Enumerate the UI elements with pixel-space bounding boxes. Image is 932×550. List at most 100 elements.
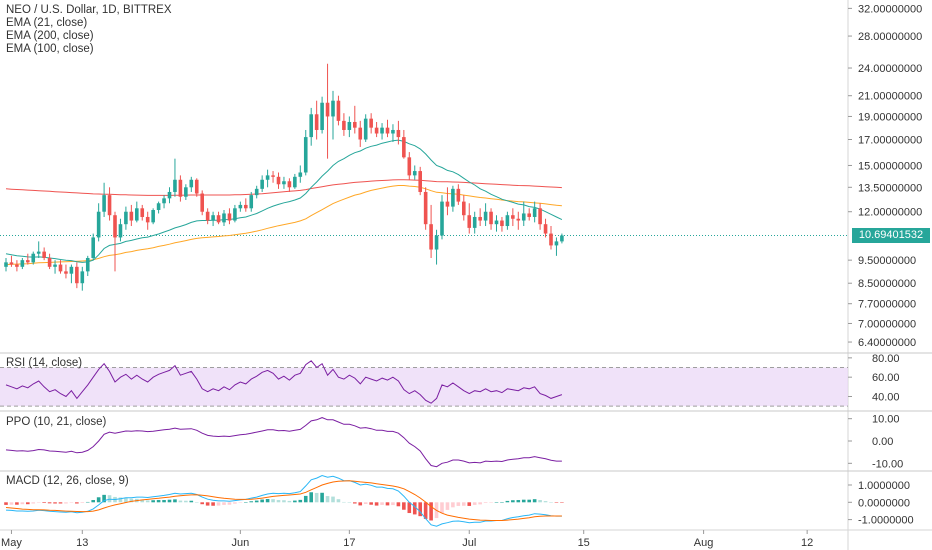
candle-down (42, 251, 46, 258)
price-tick-label: 8.50000000 (858, 278, 916, 290)
candle-up (380, 127, 384, 134)
macd-histogram-bar (385, 502, 390, 506)
rsi-tick-label: 60.00 (872, 372, 900, 384)
macd-histogram-bar (363, 502, 368, 505)
rsi-pane-label: RSI (14, close) (6, 357, 83, 369)
macd-histogram-bar (80, 502, 85, 503)
macd-histogram-bar (184, 500, 188, 503)
candle-down (140, 208, 145, 217)
macd-histogram-bar (549, 502, 553, 503)
candle-up (124, 211, 128, 225)
candle-down (200, 193, 204, 212)
candle-down (396, 129, 401, 138)
candle-down (178, 179, 183, 197)
macd-histogram-bar (173, 499, 177, 503)
candle-up (440, 201, 444, 236)
rsi-tick-label: 80.00 (872, 353, 900, 365)
macd-histogram-bar (69, 502, 74, 503)
price-tick-label: 19.00000000 (858, 111, 922, 123)
macd-histogram-bar (15, 502, 19, 505)
candle-up (211, 215, 215, 221)
macd-histogram-bar (151, 500, 155, 503)
ema200-legend: EMA (200, close) (6, 30, 94, 42)
candle-up (265, 175, 270, 180)
macd-histogram-bar (205, 502, 210, 506)
time-tick-label: 12 (801, 537, 813, 549)
candle-up (303, 137, 308, 173)
macd-histogram-bar (26, 502, 30, 505)
macd-histogram-bar (456, 502, 461, 506)
macd-histogram-bar (412, 502, 417, 515)
chart-legend: NEO / U.S. Dollar, 1D, BITTREX EMA (21, … (6, 4, 172, 56)
candle-down (543, 224, 548, 234)
candle-up (521, 213, 526, 221)
macd-histogram-bar (167, 499, 172, 503)
macd-tick-label: 0.0000000 (858, 497, 910, 509)
ppo-tick-label: -10.00 (872, 458, 903, 470)
price-tick-label: 17.00000000 (858, 135, 922, 147)
candle-up (532, 208, 537, 217)
macd-histogram-bar (445, 502, 450, 510)
macd-pane-label: MACD (12, 26, close, 9) (6, 475, 129, 487)
candle-down (478, 216, 482, 221)
candle-up (483, 211, 488, 221)
price-tick-label: 13.50000000 (858, 182, 922, 194)
candle-up (298, 172, 303, 177)
macd-histogram-bar (211, 502, 215, 506)
macd-histogram-bar (293, 500, 297, 503)
candle-down (489, 211, 493, 225)
macd-histogram-bar (140, 499, 145, 503)
macd-signal-line (5, 480, 562, 521)
candle-down (205, 211, 210, 221)
candle-up (331, 100, 335, 117)
candle-down (287, 181, 292, 188)
candle-down (353, 121, 357, 128)
macd-histogram-bar (145, 500, 150, 503)
macd-histogram-bar (516, 500, 521, 503)
candle-up (554, 241, 559, 246)
time-tick-label: Jun (231, 537, 249, 549)
ppo-pane-label: PPO (10, 21, close) (6, 416, 107, 428)
candle-up (309, 114, 313, 138)
candle-down (314, 114, 319, 130)
macd-histogram-bar (521, 499, 526, 503)
macd-histogram-bar (227, 502, 232, 505)
time-tick-label: 15 (578, 537, 590, 549)
macd-histogram-bar (156, 500, 161, 503)
macd-histogram-bar (423, 502, 428, 519)
candle-down (358, 127, 363, 140)
price-tick-label: 24.00000000 (858, 63, 922, 75)
candle-down (538, 208, 542, 225)
candle-up (4, 262, 8, 267)
candle-down (194, 179, 199, 194)
macd-histogram-bar (314, 492, 319, 503)
candle-up (505, 215, 510, 227)
macd-line (5, 474, 562, 527)
candle-up (260, 179, 264, 189)
macd-histogram-bar (216, 502, 221, 506)
candle-up (472, 216, 477, 228)
candle-up (162, 198, 166, 204)
ema100-line (5, 185, 562, 266)
candle-up (20, 260, 25, 267)
time-tick-label: 17 (343, 537, 355, 549)
macd-histogram-bar (96, 497, 101, 503)
macd-histogram-bar (31, 502, 36, 504)
macd-histogram-bar (331, 496, 335, 503)
price-tick-label: 9.50000000 (858, 255, 916, 267)
candle-down (500, 220, 504, 227)
macd-histogram-bar (222, 502, 226, 505)
price-tick-label: 15.00000000 (858, 160, 922, 172)
macd-histogram-bar (303, 495, 308, 503)
candle-down (374, 127, 379, 134)
candle-up (184, 187, 188, 197)
macd-histogram-bar (391, 502, 395, 506)
candle-up (494, 220, 499, 225)
time-tick-label: 13 (76, 537, 88, 549)
candle-down (418, 171, 422, 192)
macd-histogram-bar (511, 500, 515, 503)
macd-histogram-bar (353, 502, 357, 504)
price-tick-label: 7.00000000 (858, 318, 916, 330)
macd-histogram-bar (64, 502, 68, 504)
